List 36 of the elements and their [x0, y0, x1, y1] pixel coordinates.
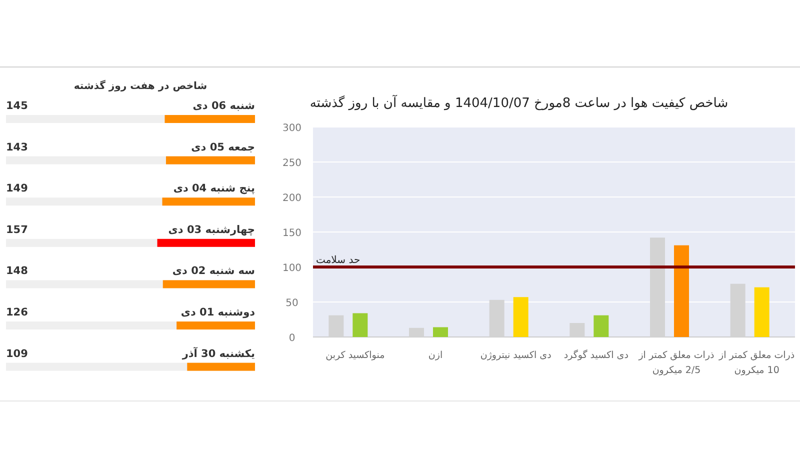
chart-title: شاخص کیفیت هوا در ساعت 8مورخ 1404/10/07 و مقایسه آن با روز گذشته [310, 94, 728, 111]
x-tick-label: منواکسید کربن [326, 350, 385, 361]
y-tick-label: پنج شنبه 04 دی [173, 182, 256, 195]
x-tick-label: دی اکسید گوگرد [564, 349, 628, 361]
y-tick-label: 300 [282, 123, 302, 134]
data-label: 157 [6, 224, 28, 236]
y-tick-label: چهارشنبه 03 دی [168, 224, 255, 236]
ref-line-label: حد سلامت [316, 255, 360, 266]
data-label: 148 [6, 265, 28, 278]
data-label: 149 [6, 182, 28, 195]
x-tick-label: ازن [428, 350, 443, 361]
bar [674, 245, 689, 337]
y-tick-label: سه شنبه 02 دی [172, 265, 255, 278]
y-tick-label: 150 [282, 228, 302, 239]
y-tick-label: 0 [288, 333, 296, 344]
x-tick-label: ذرات معلق کمتر از 2/5 میکرون [638, 350, 714, 376]
x-tick-label: دی اکسید نیتروژن [480, 350, 552, 361]
y-tick-label: جمعه 05 دی [191, 141, 255, 154]
bar [754, 287, 770, 337]
data-label: 126 [6, 306, 28, 318]
y-tick-label: 50 [286, 298, 298, 309]
bar [594, 315, 609, 337]
chart-title: شاخص در هفت روز گذشته [74, 79, 208, 92]
data-label: 109 [6, 348, 28, 360]
data-label: 145 [6, 100, 28, 112]
bar [352, 313, 368, 337]
x-tick-label: ذرات معلق کمتر از 10 میکرون [718, 350, 795, 376]
bar [433, 327, 448, 337]
y-tick-label: 100 [282, 263, 302, 274]
y-tick-label: 200 [282, 193, 302, 204]
y-tick-label: شنبه 06 دی [192, 100, 255, 112]
y-tick-label: دوشنبه 01 دی [180, 306, 256, 318]
y-tick-label: یکشنبه 30 آذر [181, 346, 256, 360]
y-tick-label: 250 [282, 158, 302, 169]
data-label: 143 [6, 141, 28, 154]
bar [513, 297, 528, 337]
